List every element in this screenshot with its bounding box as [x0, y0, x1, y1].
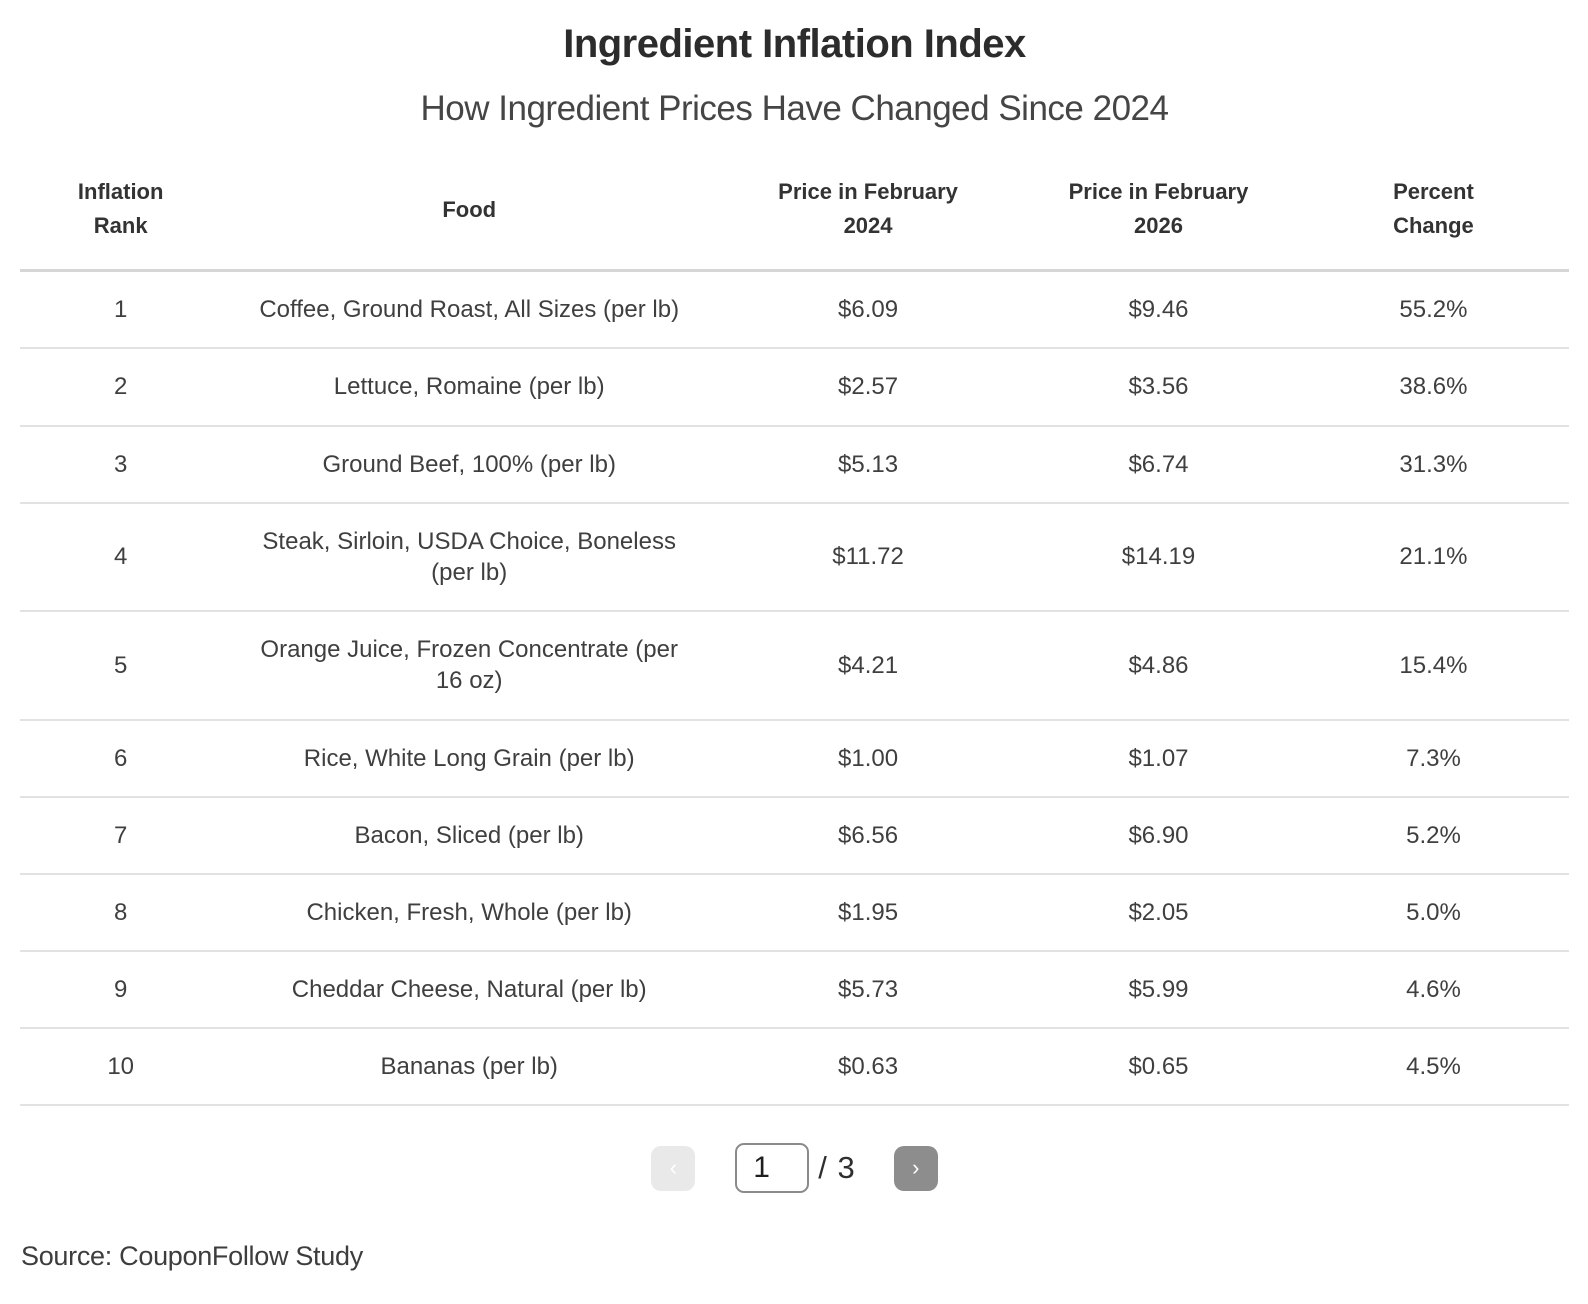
food-name: Ground Beef, 100% (per lb)	[322, 450, 616, 478]
food-name: Cheddar Cheese, Natural (per lb)	[291, 976, 647, 1004]
cell-p2024: $4.21	[717, 611, 1020, 721]
cell-pct: 5.0%	[1297, 873, 1569, 953]
table-body: 1 Coffee, Ground Roast, All Sizes (per lb…	[20, 270, 1569, 1107]
pagination-controls: ‹ / 3 ›	[20, 1143, 1569, 1194]
cell-pct: 21.1%	[1297, 502, 1569, 613]
cell-p2024: $5.13	[717, 425, 1020, 504]
table-row: 8 Chicken, Fresh, Whole (per lb) $1.95 $2.0…	[20, 873, 1569, 953]
table-header: Inflation Rank Food Price in February 2024…	[20, 175, 1569, 273]
cell-p2024: $11.72	[717, 502, 1020, 613]
cell-p2024: $1.00	[717, 719, 1020, 798]
table-row: 3 Ground Beef, 100% (per lb) $5.13 $6.74 31.…	[20, 425, 1569, 504]
cell-food: Coffee, Ground Roast, All Sizes (per lb)	[221, 270, 718, 350]
column-header-label: Percent Change	[1393, 179, 1474, 239]
cell-food: Orange Juice, Frozen Concentrate (per 16…	[221, 611, 718, 721]
cell-food: Ground Beef, 100% (per lb)	[221, 425, 718, 504]
page-number-input[interactable]	[735, 1143, 810, 1194]
table-row: 5 Orange Juice, Frozen Concentrate (per 1…	[20, 611, 1569, 721]
food-name: Rice, White Long Grain (per lb)	[303, 744, 635, 772]
column-header-rank: Inflation Rank	[20, 175, 222, 273]
cell-pct: 38.6%	[1297, 348, 1569, 427]
column-header-label: Price in February 2026	[1068, 179, 1249, 239]
cell-p2026: $4.86	[1019, 611, 1298, 721]
cell-food: Rice, White Long Grain (per lb)	[221, 719, 718, 798]
cell-food: Lettuce, Romaine (per lb)	[221, 348, 718, 427]
cell-p2024: $0.63	[717, 1028, 1020, 1107]
cell-pct: 31.3%	[1297, 425, 1569, 504]
cell-p2026: $3.56	[1019, 348, 1298, 427]
page-subtitle: How Ingredient Prices Have Changed Since…	[420, 89, 1169, 128]
cell-pct: 7.3%	[1297, 719, 1569, 798]
table-header-row: Inflation Rank Food Price in February 2024…	[20, 175, 1569, 273]
table-row: 9 Cheddar Cheese, Natural (per lb) $5.73 $5…	[20, 951, 1569, 1030]
page-total-label: / 3	[818, 1150, 856, 1186]
next-page-button[interactable]: ›	[893, 1145, 938, 1191]
table-row: 1 Coffee, Ground Roast, All Sizes (per lb…	[20, 270, 1569, 350]
cell-p2026: $5.99	[1019, 951, 1298, 1030]
cell-p2024: $1.95	[717, 873, 1020, 953]
prev-page-button[interactable]: ‹	[651, 1145, 696, 1191]
cell-pct: 5.2%	[1297, 796, 1569, 875]
cell-rank: 6	[20, 719, 222, 798]
column-header-pct: Percent Change	[1297, 175, 1569, 273]
cell-pct: 4.6%	[1297, 951, 1569, 1030]
cell-p2026: $6.90	[1019, 796, 1298, 875]
cell-p2026: $6.74	[1019, 425, 1298, 504]
column-header-label: Inflation Rank	[77, 179, 164, 239]
column-header-food: Food	[221, 175, 718, 273]
column-header-p2026: Price in February 2026	[1019, 175, 1298, 273]
column-header-label: Food	[442, 196, 497, 222]
food-name: Bananas (per lb)	[380, 1053, 558, 1081]
food-name: Bacon, Sliced (per lb)	[354, 821, 584, 849]
cell-rank: 4	[20, 502, 222, 613]
food-name: Orange Juice, Frozen Concentrate (per 16…	[260, 636, 678, 695]
cell-rank: 1	[20, 270, 222, 350]
table-row: 7 Bacon, Sliced (per lb) $6.56 $6.90 5.2%	[20, 796, 1569, 875]
food-name: Lettuce, Romaine (per lb)	[333, 373, 605, 401]
food-name: Chicken, Fresh, Whole (per lb)	[306, 898, 632, 926]
column-header-label: Price in February 2024	[778, 179, 958, 239]
cell-rank: 2	[20, 348, 222, 427]
cell-p2026: $1.07	[1019, 719, 1298, 798]
cell-rank: 3	[20, 425, 222, 504]
cell-p2024: $6.56	[717, 796, 1020, 875]
cell-food: Chicken, Fresh, Whole (per lb)	[221, 873, 718, 953]
cell-pct: 55.2%	[1297, 270, 1569, 350]
page-title: Ingredient Inflation Index	[563, 22, 1026, 66]
food-name: Steak, Sirloin, USDA Choice, Boneless (p…	[262, 527, 676, 586]
cell-pct: 15.4%	[1297, 611, 1569, 721]
cell-p2024: $6.09	[717, 270, 1020, 350]
cell-food: Bananas (per lb)	[221, 1028, 718, 1107]
cell-p2024: $5.73	[717, 951, 1020, 1030]
cell-p2026: $0.65	[1019, 1028, 1298, 1107]
chevron-left-icon: ‹	[669, 1155, 677, 1181]
cell-rank: 10	[20, 1028, 222, 1107]
cell-p2026: $2.05	[1019, 873, 1298, 953]
column-header-p2024: Price in February 2024	[717, 175, 1020, 273]
table-row: 10 Bananas (per lb) $0.63 $0.65 4.5%	[20, 1028, 1569, 1107]
cell-food: Cheddar Cheese, Natural (per lb)	[221, 951, 718, 1030]
cell-rank: 8	[20, 873, 222, 953]
table-row: 4 Steak, Sirloin, USDA Choice, Boneless (…	[20, 502, 1569, 613]
food-name: Coffee, Ground Roast, All Sizes (per lb)	[259, 296, 680, 324]
table-row: 2 Lettuce, Romaine (per lb) $2.57 $3.56 38.6…	[20, 348, 1569, 427]
chevron-right-icon: ›	[912, 1155, 920, 1181]
cell-p2026: $9.46	[1019, 270, 1298, 350]
cell-rank: 9	[20, 951, 222, 1030]
cell-pct: 4.5%	[1297, 1028, 1569, 1107]
cell-food: Bacon, Sliced (per lb)	[221, 796, 718, 875]
table-row: 6 Rice, White Long Grain (per lb) $1.00 $1.…	[20, 719, 1569, 798]
cell-rank: 7	[20, 796, 222, 875]
cell-rank: 5	[20, 611, 222, 721]
cell-p2024: $2.57	[717, 348, 1020, 427]
cell-p2026: $14.19	[1019, 502, 1298, 613]
inflation-table: Inflation Rank Food Price in February 2024…	[20, 175, 1569, 1107]
cell-food: Steak, Sirloin, USDA Choice, Boneless (p…	[221, 502, 718, 613]
source-attribution: Source: CouponFollow Study	[21, 1241, 363, 1271]
